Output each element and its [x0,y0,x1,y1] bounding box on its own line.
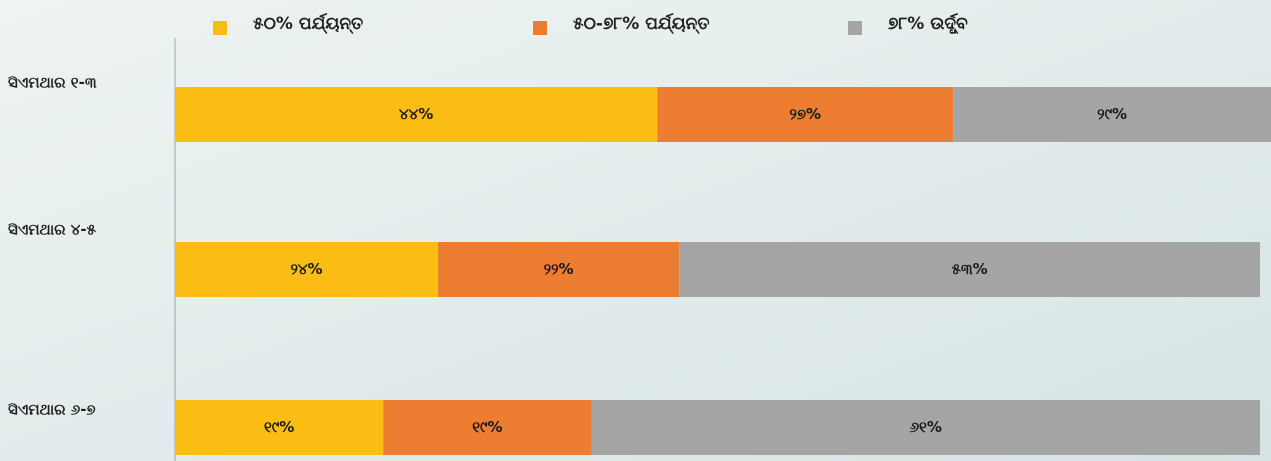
legend-swatch [213,21,227,35]
value-label: ୬୧% [910,418,942,436]
value-label: ୪୪% [399,105,433,123]
legend-label: ୫୦% ପର୍ଯ୍ୟନ୍ତ [253,12,363,35]
value-label: ୨୭% [789,105,821,123]
legend-label: ୫୦-୭୮% ପର୍ଯ୍ୟନ୍ତ [573,12,710,35]
category-label: ସିଏମଥାର ୬-୭ [7,401,95,419]
value-label: ୧୯% [472,418,502,436]
category-label: ସିଏମଥାର ୪-୫ [7,221,96,239]
value-label: ୨୪% [290,260,322,278]
legend-swatch [533,21,547,35]
value-label: ୨୨% [544,260,574,278]
legend-swatch [848,21,862,35]
category-label: ସିଏମଥାର ୧-୩ [7,74,96,92]
legend-label: ୭୮% ଉର୍ଦ୍ଧ୍ବ [888,12,968,35]
value-label: ୧୯% [264,418,294,436]
value-label: ୨୯% [1097,105,1127,123]
background [0,0,1271,461]
value-label: ୫୩% [952,260,988,278]
chart: ୫୦% ପର୍ଯ୍ୟନ୍ତ ୫୦-୭୮% ପର୍ଯ୍ୟନ୍ତ ୭୮% ଉର୍ଦ୍ଧ୍… [0,0,1271,461]
